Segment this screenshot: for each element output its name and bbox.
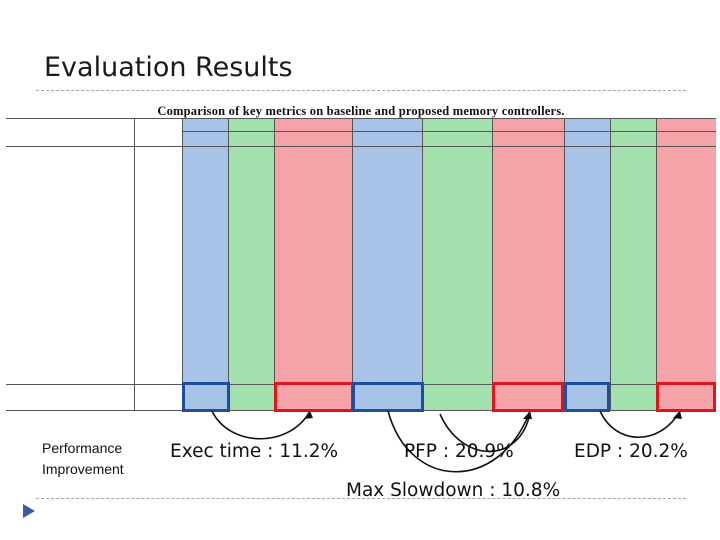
edp-improvement: EDP : 20.2% <box>574 441 688 462</box>
table-rule <box>182 118 183 410</box>
column-band <box>564 118 610 410</box>
table-rule <box>656 118 657 410</box>
highlight-box <box>564 382 610 412</box>
highlight-box <box>656 382 716 412</box>
table-rule <box>564 118 565 410</box>
table-rule <box>422 118 423 410</box>
slide-title: Evaluation Results <box>44 52 293 83</box>
column-band <box>274 118 352 410</box>
highlight-box <box>182 382 230 412</box>
slowdown-improvement: Max Slowdown : 10.8% <box>346 480 561 501</box>
column-band <box>492 118 564 410</box>
column-band <box>228 118 274 410</box>
footer-divider <box>36 498 686 499</box>
highlight-box <box>492 382 564 412</box>
table-rule <box>134 118 135 410</box>
table-caption: Comparison of key metrics on baseline an… <box>157 104 565 118</box>
exec-arrow-icon <box>211 410 311 440</box>
pfp-arrow-icon <box>439 412 531 452</box>
table-rule <box>492 118 493 410</box>
edp-arrowhead-icon <box>673 411 682 419</box>
table-rule <box>274 118 275 410</box>
slowdown-arrowhead-icon <box>523 411 532 419</box>
column-band <box>422 118 492 410</box>
exec-arrowhead-icon <box>304 411 313 419</box>
edp-arrow-icon <box>599 410 681 439</box>
table-rule <box>6 118 716 119</box>
bullet-arrow-icon <box>23 504 35 518</box>
table-rule <box>610 118 611 410</box>
slowdown-arrow-icon <box>387 410 531 473</box>
title-divider <box>36 90 686 91</box>
highlight-box <box>352 382 424 412</box>
metrics-table: Comparison of key metrics on baseline an… <box>6 104 716 412</box>
table-rule <box>182 131 716 132</box>
column-band <box>610 118 656 410</box>
table-rule <box>352 118 353 410</box>
exec-improvement: Exec time : 11.2% <box>170 441 339 462</box>
performance-improvement-label: Performance Improvement <box>42 440 124 477</box>
column-band <box>656 118 716 410</box>
table-rule <box>6 146 716 147</box>
table-rule <box>228 118 229 410</box>
column-band <box>352 118 422 410</box>
column-band <box>182 118 228 410</box>
pfp-improvement: PFP : 20.9% <box>404 441 514 462</box>
